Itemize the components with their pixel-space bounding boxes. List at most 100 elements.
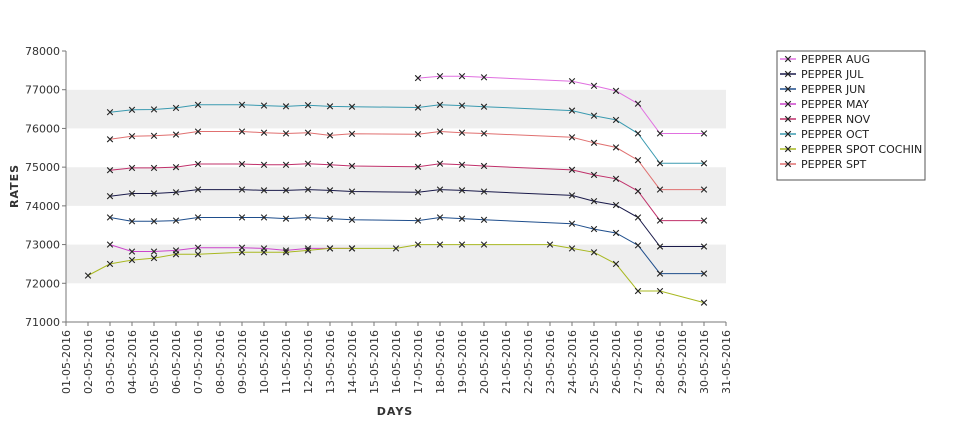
data-point	[326, 161, 334, 169]
data-point	[304, 102, 312, 109]
x-tick-label: 03-05-2016	[104, 330, 117, 394]
data-point	[568, 245, 576, 252]
data-point	[326, 187, 334, 194]
data-point	[634, 130, 642, 137]
data-point	[348, 216, 356, 223]
data-point	[238, 249, 246, 256]
data-point	[106, 167, 114, 174]
data-point	[282, 161, 290, 169]
data-point	[590, 139, 598, 146]
data-point	[458, 129, 466, 136]
data-point	[458, 215, 466, 222]
data-point	[150, 218, 158, 225]
series-0	[414, 72, 708, 137]
data-point	[150, 164, 158, 172]
data-point	[194, 251, 202, 258]
series-2	[106, 214, 708, 277]
x-tick-label: 30-05-2016	[698, 330, 711, 394]
y-tick-label: 74000	[25, 200, 60, 213]
legend-marker	[784, 145, 792, 153]
data-point	[238, 244, 246, 251]
data-point	[282, 130, 290, 137]
data-point	[656, 186, 664, 193]
data-point	[436, 128, 444, 135]
data-point	[590, 249, 598, 256]
data-point	[634, 100, 642, 107]
data-point	[260, 214, 268, 221]
data-point	[436, 160, 444, 167]
legend-marker	[784, 55, 792, 63]
series-layer	[84, 72, 708, 306]
x-tick-label: 28-05-2016	[654, 330, 667, 394]
data-point	[150, 190, 158, 197]
x-tick-label: 06-05-2016	[170, 330, 183, 394]
y-tick-label: 78000	[25, 45, 60, 58]
data-point	[348, 130, 356, 138]
data-point	[348, 188, 356, 195]
data-point	[260, 249, 268, 256]
data-point	[194, 244, 202, 251]
data-point	[106, 192, 114, 200]
data-point	[106, 260, 114, 268]
data-point	[326, 215, 334, 222]
series-7	[106, 128, 708, 193]
data-point	[700, 299, 708, 306]
data-point	[612, 144, 620, 151]
data-point	[414, 74, 422, 82]
data-point	[590, 198, 598, 205]
data-point	[282, 187, 290, 194]
data-point	[700, 160, 708, 167]
x-tick-label: 22-05-2016	[522, 330, 535, 394]
data-point	[612, 260, 620, 268]
data-point	[590, 171, 598, 179]
y-tick-label: 71000	[25, 316, 60, 329]
data-point	[656, 287, 664, 295]
data-point	[128, 164, 136, 172]
legend-item: PEPPER OCT	[780, 128, 869, 141]
data-point	[568, 192, 576, 199]
data-point	[612, 201, 620, 209]
data-point	[326, 245, 334, 252]
data-point	[238, 186, 246, 193]
x-tick-label: 26-05-2016	[610, 330, 623, 394]
y-axis-title: RATES	[8, 164, 21, 208]
x-tick-label: 04-05-2016	[126, 330, 139, 394]
data-point	[348, 245, 356, 252]
legend-item: PEPPER NOV	[780, 113, 871, 126]
data-point	[260, 187, 268, 194]
x-tick-label: 18-05-2016	[434, 330, 447, 394]
data-point	[700, 186, 708, 193]
data-point	[150, 106, 158, 113]
data-point	[656, 130, 664, 137]
data-point	[656, 217, 664, 224]
y-tick-label: 72000	[25, 277, 60, 290]
x-tick-label: 13-05-2016	[324, 330, 337, 394]
data-point	[568, 166, 576, 174]
data-point	[436, 214, 444, 221]
data-point	[700, 130, 708, 137]
data-point	[326, 132, 334, 139]
data-point	[590, 112, 598, 119]
grid-band	[66, 205, 726, 245]
data-point	[128, 190, 136, 197]
series-line	[87, 244, 705, 304]
data-point	[172, 189, 180, 196]
data-point	[238, 160, 246, 168]
legend-label: PEPPER NOV	[801, 113, 871, 126]
data-point	[348, 103, 356, 110]
data-point	[326, 103, 334, 110]
data-point	[260, 129, 268, 136]
data-point	[414, 241, 422, 248]
data-point	[634, 214, 642, 221]
legend-item: PEPPER AUG	[780, 53, 870, 66]
grid-band	[66, 51, 726, 90]
data-point	[414, 131, 422, 138]
data-point	[480, 130, 488, 137]
x-axis-title: DAYS	[377, 405, 413, 418]
legend-frame	[776, 50, 926, 181]
data-point	[436, 186, 444, 193]
data-point	[568, 134, 576, 141]
data-point	[172, 131, 180, 138]
data-point	[150, 248, 158, 255]
